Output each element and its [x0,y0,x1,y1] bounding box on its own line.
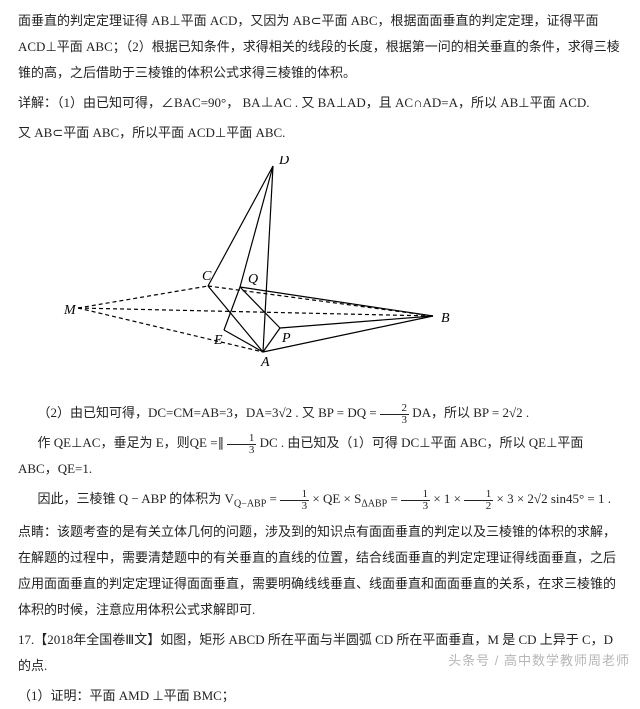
p4-text-b: DA，所以 BP = 2√2 . [412,405,529,420]
svg-text:P: P [281,331,291,346]
svg-text:A: A [260,355,270,370]
p6-text-c: × QE × S [312,491,361,506]
paragraph-5: 作 QE⊥AC，垂足为 E，则QE =∥ 13 DC . 由已知及（1）可得 D… [18,430,622,482]
p6-sub-1: Q−ABP [234,499,266,510]
paragraph-1: 面垂直的判定定理证得 AB⊥平面 ACD，又因为 AB⊂平面 ABC，根据面面垂… [18,8,622,86]
p4-text-a: （2）由已知可得，DC=CM=AB=3，DA=3√2 . 又 BP = DQ = [38,405,380,420]
diagram-svg: M C Q D A E P B [58,156,478,381]
geometry-diagram: M C Q D A E P B [58,156,622,390]
paragraph-6: 因此，三棱锥 Q − ABP 的体积为 VQ−ABP = 13 × QE × S… [18,486,622,515]
paragraph-3: 又 AB⊂平面 ABC，所以平面 ACD⊥平面 ABC. [18,120,622,146]
svg-text:E: E [213,333,223,348]
p6-text-e: × 1 × [433,491,464,506]
paragraph-2: 详解：（1）由已知可得，∠BAC=90°， BA⊥AC . 又 BA⊥AD，且 … [18,90,622,116]
p5-text-a: 作 QE⊥AC，垂足为 E，则QE =∥ [38,435,228,450]
p6-text-d: = [391,491,402,506]
p6-sub-2: ΔABP [361,499,387,510]
p6-text-f: × 3 × 2√2 sin45° = 1 . [497,491,612,506]
paragraph-4: （2）由已知可得，DC=CM=AB=3，DA=3√2 . 又 BP = DQ =… [18,400,622,426]
svg-text:Q: Q [248,272,258,287]
fraction-1-3b: 13 [280,489,309,512]
svg-text:D: D [278,156,289,168]
paragraph-9: （1）证明：平面 AMD ⊥平面 BMC； [18,683,622,709]
fraction-1-2: 12 [464,489,493,512]
fraction-1-3a: 13 [227,433,256,456]
paragraph-7: 点睛：该题考查的是有关立体几何的问题，涉及到的知识点有面面垂直的判定以及三棱锥的… [18,519,622,623]
svg-text:B: B [441,311,450,326]
svg-text:M: M [63,303,77,318]
svg-text:C: C [202,269,212,284]
fraction-2-3: 23 [380,403,409,426]
watermark-text: 头条号 / 高中数学教师周老师 [448,648,630,674]
fraction-1-3c: 13 [401,489,430,512]
p6-text-b: = [270,491,281,506]
p6-text-a: 因此，三棱锥 Q − ABP 的体积为 V [38,491,234,506]
